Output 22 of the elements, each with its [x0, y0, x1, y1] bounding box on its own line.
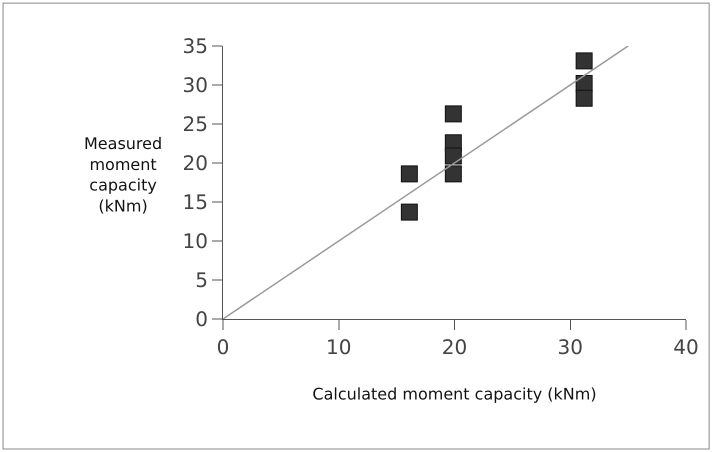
point	[576, 52, 593, 70]
y-tick-label: 30	[182, 73, 208, 97]
point	[444, 147, 462, 164]
point	[576, 90, 593, 107]
x-tick-label: 10	[326, 335, 352, 359]
y-tick-label: 25	[182, 112, 208, 136]
y-tick-label: 5	[195, 268, 208, 292]
x-tick-label: 40	[673, 335, 699, 359]
x-axis-title: Calculated moment capacity (kNm)	[312, 384, 597, 404]
point	[400, 165, 418, 182]
x-tick-label: 0	[216, 335, 230, 359]
point	[400, 204, 418, 221]
y-tick-label: 20	[182, 151, 208, 175]
point	[444, 105, 462, 122]
y-tick-label: 0	[195, 307, 208, 331]
point	[444, 165, 462, 182]
y-axis-title: Measured moment capacity (kNm)	[84, 134, 162, 216]
x-tick-label: 30	[558, 335, 583, 359]
y-tick-label: 15	[182, 190, 208, 214]
x-tick-label: 20	[442, 335, 468, 359]
y-tick-label: 10	[182, 229, 208, 253]
y-tick-label: 35	[182, 34, 208, 58]
